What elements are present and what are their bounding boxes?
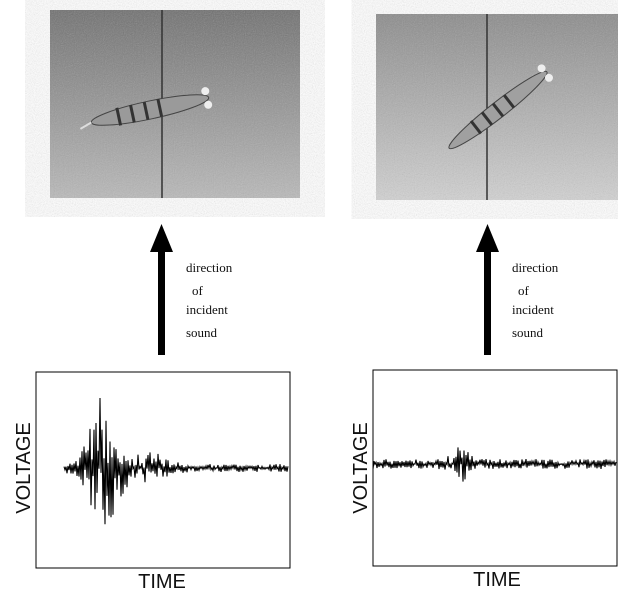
arrow: [476, 224, 499, 355]
caption-line: incident: [186, 302, 228, 317]
caption-line: sound: [512, 325, 544, 340]
x-axis-label: TIME: [473, 569, 521, 591]
caption-line: direction: [186, 260, 233, 275]
y-axis-label: VOLTAGE: [13, 422, 35, 514]
caption-line: direction: [512, 260, 559, 275]
caption-line: of: [518, 283, 530, 298]
caption-line: of: [192, 283, 204, 298]
waveform: [64, 398, 288, 524]
caption: direction of incident sound: [512, 260, 559, 340]
figure: direction of incident sound direction of…: [0, 0, 618, 592]
x-axis-label: TIME: [138, 571, 186, 592]
y-axis-label: VOLTAGE: [350, 422, 372, 514]
arrow: [150, 224, 173, 355]
plot-frame: [373, 370, 617, 566]
photo-left: [50, 10, 300, 198]
caption-line: incident: [512, 302, 554, 317]
caption-line: sound: [186, 325, 218, 340]
caption: direction of incident sound: [186, 260, 233, 340]
waveform: [373, 447, 616, 481]
photo-right: [376, 14, 618, 200]
